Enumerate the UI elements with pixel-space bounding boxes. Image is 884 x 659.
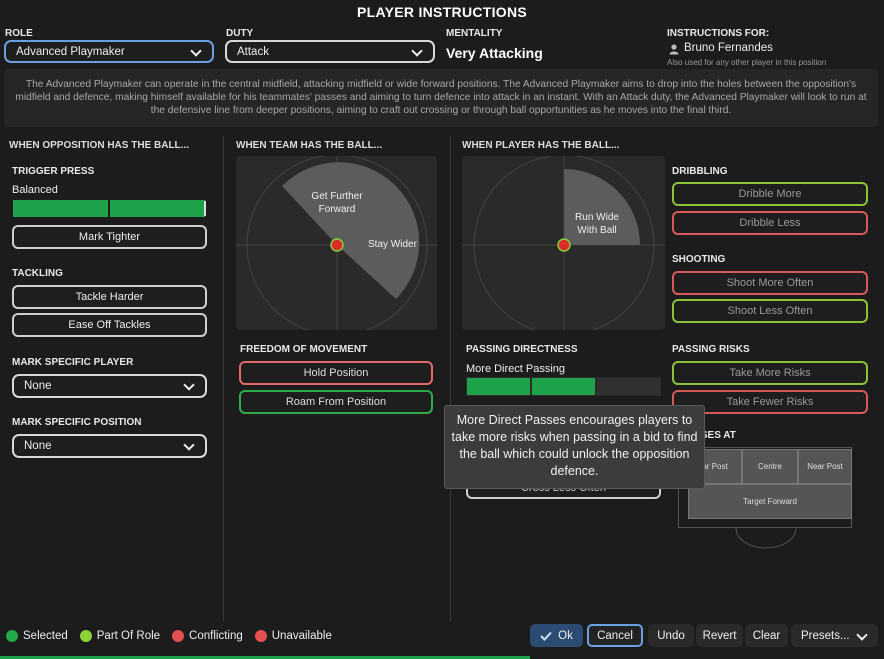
chevron-down-icon (183, 440, 195, 452)
ok-button[interactable]: Ok (530, 624, 583, 647)
undo-button[interactable]: Undo (648, 624, 694, 647)
shoot-less-often-button[interactable]: Shoot Less Often (672, 299, 868, 323)
page-title: PLAYER INSTRUCTIONS (356, 4, 528, 20)
team-ball-header: WHEN TEAM HAS THE BALL... (236, 140, 383, 151)
mark-position-label: MARK SPECIFIC POSITION (12, 417, 142, 428)
slider-segment (532, 378, 595, 395)
freedom-label: FREEDOM OF MOVEMENT (240, 344, 368, 355)
legend-conflicting: Conflicting (189, 630, 243, 642)
unavailable-dot-icon (254, 630, 267, 642)
dribbling-label: DRIBBLING (672, 166, 728, 177)
mentality-label: MENTALITY (446, 28, 503, 39)
trigger-press-label: TRIGGER PRESS (12, 166, 95, 177)
cross-target-forward[interactable]: Target Forward (688, 484, 852, 519)
dribble-more-button[interactable]: Dribble More (672, 182, 868, 206)
slider-handle[interactable] (204, 201, 206, 216)
instructions-for-note: Also used for any other player in this p… (667, 58, 827, 67)
trigger-press-value: Balanced (12, 184, 58, 196)
mark-position-dropdown[interactable]: None (12, 434, 207, 458)
role-description: The Advanced Playmaker can operate in th… (15, 79, 867, 116)
dribble-less-button[interactable]: Dribble Less (672, 211, 868, 235)
passing-directness-tooltip: More Direct Passes encourages players to… (444, 405, 705, 489)
chevron-down-icon (183, 380, 195, 392)
role-label: ROLE (5, 28, 33, 39)
column-divider (450, 136, 451, 621)
roam-from-position-button[interactable]: Roam From Position (239, 390, 433, 414)
role-value: Advanced Playmaker (16, 45, 125, 58)
ease-off-tackles-button[interactable]: Ease Off Tackles (12, 313, 207, 337)
progress-strip (0, 656, 530, 659)
legend-part-of-role: Part Of Role (96, 630, 161, 642)
mark-position-value: None (24, 440, 52, 452)
passing-directness-label: PASSING DIRECTNESS (466, 344, 578, 355)
dribble-pitch[interactable]: Run Wide With Ball (462, 156, 665, 330)
trigger-press-slider[interactable] (12, 199, 207, 218)
person-icon (668, 42, 680, 55)
player-ball-header: WHEN PLAYER HAS THE BALL... (462, 140, 620, 151)
clear-button[interactable]: Clear (745, 624, 788, 647)
slider-segment (110, 200, 205, 217)
cross-centre[interactable]: Centre (742, 449, 798, 484)
revert-button[interactable]: Revert (696, 624, 743, 647)
part-of-role-dot-icon (79, 630, 92, 642)
instructions-for-label: INSTRUCTIONS FOR: (667, 28, 770, 39)
slider-segment (13, 200, 108, 217)
shoot-more-often-button[interactable]: Shoot More Often (672, 271, 868, 295)
passing-risks-label: PASSING RISKS (672, 344, 750, 355)
instructions-for-player[interactable]: Bruno Fernandes (684, 42, 773, 54)
column-divider (223, 136, 224, 621)
role-dropdown[interactable]: Advanced Playmaker (4, 40, 214, 63)
check-icon (540, 631, 552, 641)
duty-value: Attack (237, 45, 269, 58)
slider-segment (467, 378, 530, 395)
tackling-label: TACKLING (12, 268, 63, 279)
hold-position-button[interactable]: Hold Position (239, 361, 433, 385)
legend-unavailable: Unavailable (271, 630, 332, 642)
movement-pitch[interactable]: Get Further Forward Stay Wider (236, 156, 437, 330)
conflicting-dot-icon (172, 630, 185, 642)
chevron-down-icon (856, 630, 868, 642)
get-further-forward-label: Get Further Forward (311, 191, 363, 215)
mark-tighter-button[interactable]: Mark Tighter (12, 225, 207, 249)
opposition-ball-header: WHEN OPPOSITION HAS THE BALL... (9, 140, 190, 151)
run-wide-label: Run Wide With Ball (575, 212, 619, 236)
mark-player-dropdown[interactable]: None (12, 374, 207, 398)
tackle-harder-button[interactable]: Tackle Harder (12, 285, 207, 309)
selected-dot-icon (6, 630, 18, 642)
legend: Selected Part Of Role Conflicting Unavai… (6, 630, 332, 642)
mark-player-label: MARK SPECIFIC PLAYER (12, 357, 134, 368)
cross-near-post[interactable]: Near Post (798, 449, 852, 484)
mark-player-value: None (24, 380, 52, 392)
passing-directness-value: More Direct Passing (466, 363, 566, 375)
shooting-label: SHOOTING (672, 254, 726, 265)
mentality-value: Very Attacking (446, 45, 543, 61)
cancel-button[interactable]: Cancel (587, 624, 643, 647)
stay-wider-label: Stay Wider (368, 239, 417, 250)
duty-dropdown[interactable]: Attack (225, 40, 435, 63)
chevron-down-icon (190, 46, 202, 58)
presets-label: Presets... (801, 629, 850, 642)
description-panel (4, 69, 878, 127)
ok-label: Ok (558, 629, 573, 642)
duty-label: DUTY (226, 28, 254, 39)
passing-directness-slider[interactable] (466, 377, 661, 396)
take-more-risks-button[interactable]: Take More Risks (672, 361, 868, 385)
legend-selected: Selected (23, 630, 68, 642)
presets-button[interactable]: Presets... (791, 624, 878, 647)
chevron-down-icon (411, 46, 423, 58)
slider-segment (597, 378, 660, 395)
